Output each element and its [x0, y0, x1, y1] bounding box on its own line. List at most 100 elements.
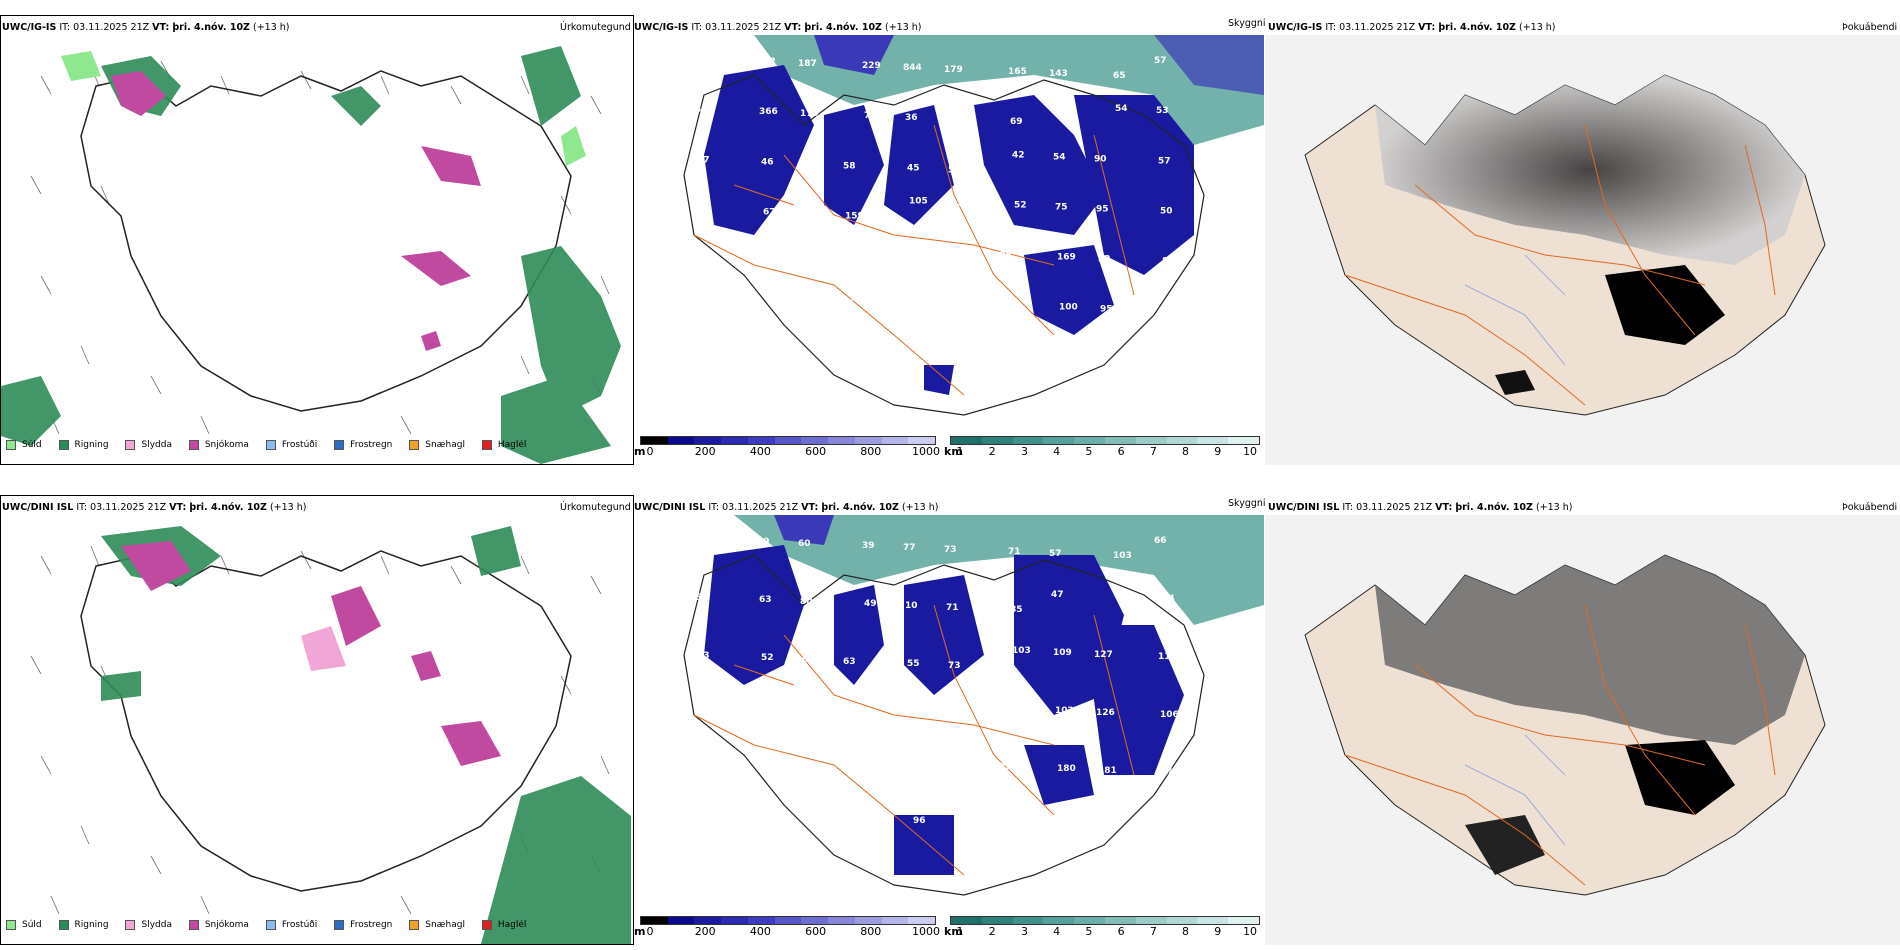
scale-cell [1228, 437, 1259, 444]
visibility-label: 42 [1012, 150, 1025, 160]
legend-item: Súld [6, 440, 42, 450]
visibility-label: 182 [1014, 704, 1033, 714]
visibility-label: 49 [864, 599, 877, 609]
scale-cell [854, 437, 882, 444]
visibility-label: 185 [993, 762, 1012, 772]
visibility-label: 60 [1115, 592, 1128, 602]
scale-cell [1166, 917, 1198, 924]
visibility-label: 56 [849, 814, 862, 824]
visibility-label: 100 [1059, 303, 1078, 313]
visibility-label: 141 [847, 245, 866, 255]
km-unit: km [944, 925, 963, 938]
precip-header: UWC/DINI ISL IT: 03.11.2025 21Z VT: þri.… [2, 502, 307, 513]
legend-item: Súld [6, 920, 42, 930]
legend-item: Snjókoma [188, 920, 249, 930]
visibility-label: 52 [1014, 200, 1027, 210]
altitude-scale: m 0 200 400 600 800 1000 [634, 436, 941, 458]
visibility-label: 50 [1160, 206, 1173, 216]
visibility-label: 72 [864, 111, 877, 121]
visibility-label: 844 [903, 63, 922, 73]
visibility-label: 98 [701, 256, 714, 266]
visibility-label: 176 [911, 758, 930, 768]
scale-tick-label: 400 [749, 445, 771, 458]
scale-cell [801, 917, 829, 924]
visibility-label: 229 [862, 61, 881, 71]
altitude-unit: m [634, 445, 646, 458]
legend-swatch-frostregn [334, 440, 345, 450]
legend-item: Haglél [481, 440, 526, 450]
visibility-label: 47 [697, 155, 710, 165]
dewpoint-title: Þokuábendi [1842, 22, 1898, 33]
visibility-label: 108 [993, 251, 1012, 261]
visibility-label: 71 [699, 205, 712, 215]
scale-tick-label: 1 [956, 925, 964, 938]
visibility-label: 130 [915, 347, 934, 357]
visibility-label: 80 [800, 597, 813, 607]
km-unit: km [944, 445, 963, 458]
legend-swatch-slydda [125, 920, 136, 930]
visibility-label: 39 [862, 541, 875, 551]
visibility-label: 95 [1096, 204, 1109, 214]
scale-cell [1197, 917, 1229, 924]
scale-tick-label: 4 [1053, 445, 1061, 458]
scale-tick-label: 9 [1214, 445, 1222, 458]
visibility-label: 71 [946, 603, 959, 613]
legend-item: Haglél [481, 920, 526, 930]
precip-legend: Súld Rigning Slydda Snjókoma Frostúði Fr… [6, 920, 540, 933]
iceland-outline [80, 550, 572, 892]
visibility-header: UWC/DINI ISL IT: 03.11.2025 21Z VT: þri.… [634, 502, 939, 513]
visibility-label: 57 [1049, 549, 1062, 559]
visibility-label: 88 [1162, 768, 1175, 778]
visibility-label: 118 [808, 812, 827, 822]
scale-cell [667, 917, 695, 924]
legend-swatch-snjokoma [188, 440, 199, 450]
visibility-label: 75 [1055, 202, 1068, 212]
scale-cell [981, 437, 1013, 444]
precip-title: Úrkomutegund [560, 502, 631, 513]
legend-swatch-snaehagl [409, 920, 420, 930]
visibility-label: 84 [845, 715, 858, 725]
visibility-label: 53 [948, 165, 961, 175]
visibility-label: 65 [804, 209, 817, 219]
scale-tick-label: 8 [1182, 445, 1190, 458]
visibility-label: 63 [759, 595, 772, 605]
visibility-label: 57 [695, 593, 708, 603]
scale-cell [881, 917, 909, 924]
km-scale: km 1 2 3 4 5 6 7 8 9 10 [944, 436, 1260, 458]
visibility-label: 105 [956, 349, 975, 359]
visibility-label: 109 [1053, 648, 1072, 658]
visibility-label: 53 [1156, 106, 1169, 116]
visibility-title: Skyggni [1228, 498, 1266, 509]
legend-swatch-snaehagl [409, 440, 420, 450]
legend-item: Frostúði [265, 440, 317, 450]
altitude-scale: m 0 200 400 600 800 1000 [634, 916, 940, 938]
precip-map [0, 495, 634, 945]
legend-swatch-rigning [58, 440, 69, 450]
visibility-label: 53 [697, 651, 710, 661]
visibility-label: 73 [944, 545, 957, 555]
scale-tick-label: 800 [860, 925, 882, 938]
scale-tick-label: 200 [694, 925, 716, 938]
visibility-label: 56 [744, 291, 757, 301]
scale-tick-label: 1000 [912, 925, 940, 938]
scale-tick-label: 200 [694, 445, 716, 458]
legend-swatch-slydda [125, 440, 136, 450]
visibility-label: 179 [800, 109, 819, 119]
scale-tick-label: 3 [1020, 445, 1028, 458]
legend-swatch-haglel [481, 440, 492, 450]
visibility-label: 60 [798, 539, 811, 549]
visibility-label: 58 [695, 105, 708, 115]
scale-cell [951, 437, 982, 444]
visibility-label: 102 [1061, 353, 1080, 363]
legend-swatch-frostregn [334, 920, 345, 930]
visibility-label: 202 [757, 57, 776, 67]
scale-tick-label: 2 [988, 925, 996, 938]
altitude-ticks: 0 200 400 600 800 1000 [640, 445, 941, 458]
visibility-label: 48 [693, 55, 706, 65]
scale-tick-label: 0 [646, 445, 654, 458]
dewpoint-header: UWC/IG-IS IT: 03.11.2025 21Z VT: þri. 4.… [1268, 22, 1556, 33]
visibility-label: 36 [905, 113, 918, 123]
scale-cell [721, 917, 748, 924]
visibility-label: 366 [759, 107, 778, 117]
scale-tick-label: 7 [1149, 445, 1157, 458]
